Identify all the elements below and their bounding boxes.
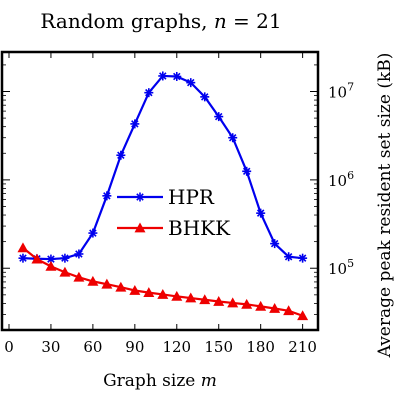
data-point-hpr [228,133,238,143]
x-tick-label: 210 [288,338,317,356]
x-axis-label: Graph size m [103,371,217,391]
x-tick-label: 30 [41,338,60,356]
x-tick-label: 90 [125,338,144,356]
y-axis-label: Average peak resident set size (kB) [375,53,395,359]
data-point-hpr [18,253,28,263]
data-point-bhkk [269,303,281,313]
legend-label-bhkk: BHKK [168,216,231,240]
legend: HPR BHKK [117,185,231,240]
series-layer [17,71,309,321]
data-point-hpr [256,208,266,218]
data-point-hpr [172,71,182,81]
data-point-bhkk [241,298,253,309]
data-point-hpr [74,249,84,259]
data-point-bhkk [143,287,155,298]
data-point-bhkk [59,266,71,277]
y-tick-label: 106 [328,169,354,190]
data-point-bhkk [45,260,57,271]
x-tick-label: 120 [162,338,191,356]
data-point-bhkk [129,284,141,295]
data-point-bhkk [213,296,225,306]
y-axis-ticks: 105 106 107 [2,64,354,315]
x-tick-label: 180 [246,338,275,356]
x-tick-label: 150 [204,338,233,356]
data-point-bhkk [171,290,183,301]
data-point-hpr [158,71,168,81]
y-tick-label: 107 [328,81,354,102]
data-point-hpr [270,239,280,249]
data-point-bhkk [73,271,85,282]
data-point-hpr [144,88,154,98]
data-point-hpr [60,253,70,263]
data-point-bhkk [17,242,29,253]
data-point-bhkk [115,281,127,292]
data-point-bhkk [87,275,99,286]
data-point-hpr [298,253,308,263]
data-point-hpr [214,112,224,122]
data-point-bhkk [199,294,211,305]
data-point-bhkk [101,278,113,289]
legend-label-hpr: HPR [168,185,215,209]
data-point-hpr [88,228,98,238]
x-axis-ticks: 0 30 60 90 120 150 180 210 [4,52,317,356]
data-point-bhkk [31,253,43,264]
data-point-bhkk [227,297,239,308]
y-tick-label: 105 [328,257,354,278]
series-line-hpr [22,74,303,261]
legend-marker-hpr [135,192,145,202]
data-point-bhkk [255,300,267,311]
data-point-hpr [102,191,112,201]
chart-title: Random graphs, n = 21 [40,9,281,33]
data-point-bhkk [157,288,169,299]
data-point-hpr [242,166,252,176]
data-point-bhkk [297,310,309,321]
data-point-hpr [186,78,196,88]
data-point-hpr [116,150,126,160]
legend-marker-bhkk [134,222,146,233]
data-point-bhkk [185,292,197,303]
data-point-hpr [284,252,294,262]
x-tick-label: 60 [83,338,102,356]
data-point-hpr [200,92,210,102]
plot-frame [0,50,320,332]
data-point-bhkk [283,305,295,316]
x-tick-label: 0 [4,338,14,356]
data-point-hpr [130,119,140,129]
